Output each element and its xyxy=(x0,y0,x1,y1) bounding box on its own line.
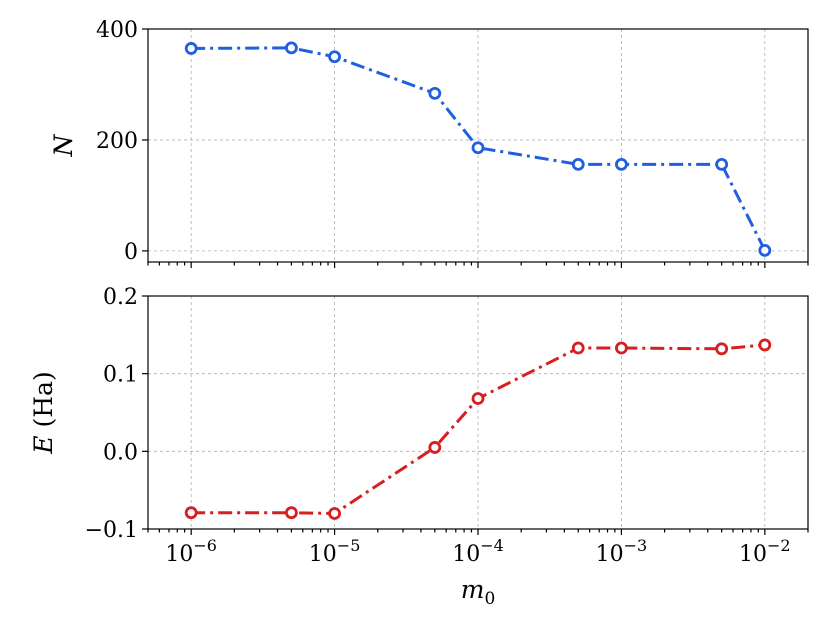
panel-n-vs-m0: 0 200 400 N xyxy=(49,18,809,268)
data-point xyxy=(285,41,298,55)
data-point xyxy=(715,342,729,356)
x-tick-label-base: 10 xyxy=(165,542,193,567)
y-axis-title-unit: (Ha) xyxy=(29,371,58,427)
data-point xyxy=(471,392,485,405)
data-point xyxy=(715,157,729,171)
data-point xyxy=(571,341,585,355)
data-point xyxy=(184,506,198,520)
x-tick-label: 10−4 xyxy=(452,536,504,567)
data-point xyxy=(615,341,628,355)
x-tick-label-exponent: −3 xyxy=(624,536,648,555)
x-tick-label-exponent: −4 xyxy=(480,536,504,555)
y-tick-label: 0.1 xyxy=(103,363,138,388)
x-tick-label-base: 10 xyxy=(309,542,337,567)
data-point xyxy=(184,42,198,55)
data-point xyxy=(758,338,772,352)
y-axis-title-spacer xyxy=(29,428,58,436)
x-tick-label: 10−3 xyxy=(596,536,648,567)
y-axis-title: N xyxy=(49,133,78,157)
data-point xyxy=(471,141,485,155)
data-point xyxy=(615,157,628,171)
data-point xyxy=(328,50,341,64)
x-tick-label: 10−6 xyxy=(165,536,217,567)
panel-energy-vs-m0: −0.10.00.10.2E (Ha)10−6 10−5 10−4 10−3 10−2m… xyxy=(29,285,809,609)
data-point xyxy=(285,506,298,520)
x-axis-title: m0 xyxy=(461,575,496,609)
y-axis-title-symbol: E xyxy=(29,435,58,454)
x-axis-title-subscript: 0 xyxy=(484,589,495,609)
y-axis-title: E (Ha) xyxy=(29,371,58,454)
data-point xyxy=(571,157,585,171)
x-tick-label: 10−5 xyxy=(309,536,361,567)
y-tick-label: 200 xyxy=(96,129,138,154)
x-tick-label-exponent: −6 xyxy=(193,536,217,555)
x-tick-label-base: 10 xyxy=(596,542,624,567)
y-tick-label: 0.0 xyxy=(103,440,138,465)
y-tick-label: 0.2 xyxy=(103,285,138,310)
x-tick-label-exponent: −2 xyxy=(767,536,791,555)
y-tick-label: −0.1 xyxy=(85,518,138,543)
y-tick-label: 0 xyxy=(124,240,138,265)
data-point xyxy=(428,86,442,100)
series-line xyxy=(191,46,767,252)
data-point xyxy=(428,441,442,454)
x-tick-label-base: 10 xyxy=(739,542,767,567)
x-tick-label-base: 10 xyxy=(452,542,480,567)
data-point xyxy=(758,243,772,257)
x-tick-label: 10−2 xyxy=(739,536,791,567)
x-axis-title-symbol: m xyxy=(461,575,485,604)
y-tick-label: 400 xyxy=(96,18,138,43)
x-tick-label-exponent: −5 xyxy=(337,536,361,555)
data-point xyxy=(328,507,341,520)
